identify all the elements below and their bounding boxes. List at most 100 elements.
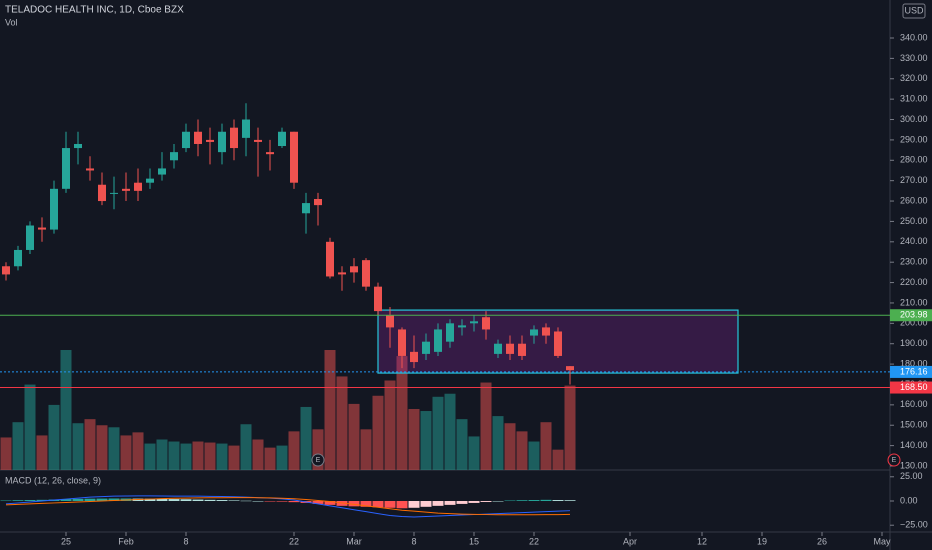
macd-histogram-bar	[108, 498, 120, 501]
macd-histogram-bar	[96, 498, 108, 501]
candle-body	[530, 329, 538, 336]
volume-bar	[12, 422, 24, 470]
macd-histogram-bar	[384, 501, 396, 508]
symbol-title: TELADOC HEALTH INC, 1D, Cboe BZX	[5, 5, 184, 16]
candle-body	[26, 225, 34, 250]
macd-histogram-bar	[552, 500, 564, 501]
y-tick-label: 330.00	[900, 53, 928, 63]
earnings-marker	[311, 453, 325, 467]
macd-histogram-bar	[408, 501, 420, 508]
volume-bar	[468, 436, 480, 470]
y-tick-label: 270.00	[900, 175, 928, 185]
volume-bar	[168, 441, 180, 470]
macd-histogram-bar	[240, 500, 252, 502]
volume-bar	[420, 411, 432, 470]
volume-bar	[348, 403, 360, 470]
volume-bar	[564, 385, 576, 470]
x-tick-label: 15	[469, 536, 479, 546]
macd-histogram-bar	[396, 501, 408, 509]
volume-bar	[504, 423, 516, 470]
y-tick-label: 320.00	[900, 73, 928, 83]
volume-bar	[456, 419, 468, 470]
macd-histogram-bar	[24, 500, 36, 501]
macd-y-tick-label: 0.00	[900, 495, 918, 505]
candle-body	[38, 227, 46, 230]
macd-histogram-bar	[360, 501, 372, 507]
candle-body	[482, 317, 490, 330]
y-tick-label: 180.00	[900, 358, 928, 368]
candle-body	[518, 343, 526, 356]
candle-body	[254, 139, 262, 142]
macd-histogram-bar	[264, 501, 276, 502]
macd-histogram-bar	[528, 500, 540, 501]
x-tick-label: 22	[289, 536, 299, 546]
candle-body	[362, 260, 370, 287]
volume-bar	[372, 395, 384, 470]
volume-bar	[276, 445, 288, 470]
volume-bar	[132, 432, 144, 470]
volume-bar	[264, 447, 276, 470]
y-tick-label: 140.00	[900, 440, 928, 450]
candle-body	[398, 329, 406, 356]
candle-body	[302, 203, 310, 214]
x-tick-label: 8	[183, 536, 188, 546]
candle-body	[494, 343, 502, 354]
x-tick-label: 8	[411, 536, 416, 546]
candle-body	[422, 341, 430, 354]
macd-histogram-bar	[288, 501, 300, 503]
candle-body	[266, 152, 274, 155]
macd-histogram-bar	[312, 501, 324, 504]
volume-bar	[492, 416, 504, 470]
y-tick-label: 240.00	[900, 236, 928, 246]
x-tick-label: May	[873, 536, 891, 546]
candle-body	[122, 188, 130, 191]
candle-body	[206, 139, 214, 142]
currency-box[interactable]	[902, 3, 926, 19]
macd-histogram-bar	[564, 500, 576, 501]
volume-bar	[144, 443, 156, 470]
volume-bar	[444, 393, 456, 470]
volume-bar	[216, 443, 228, 470]
macd-histogram-bar	[84, 498, 96, 501]
volume-bar	[204, 442, 216, 470]
candle-body	[74, 143, 82, 149]
volume-bar	[312, 429, 324, 470]
volume-bar	[300, 406, 312, 470]
macd-histogram-bar	[492, 501, 504, 502]
macd-signal	[5, 497, 571, 516]
volume-bar	[288, 431, 300, 470]
earnings-marker	[887, 453, 901, 467]
volume-bar	[516, 431, 528, 470]
candle-body	[170, 152, 178, 161]
price-tag-label: 176.16	[900, 366, 928, 376]
y-tick-label: 220.00	[900, 277, 928, 287]
macd-histogram-bar	[156, 498, 168, 501]
y-tick-label: 280.00	[900, 155, 928, 165]
candle-body	[470, 321, 478, 324]
candle-body	[182, 131, 190, 149]
volume-bar	[396, 356, 408, 470]
volume-bar	[540, 422, 552, 470]
y-tick-label: 200.00	[900, 318, 928, 328]
macd-histogram-bar	[372, 501, 384, 508]
earnings-label: E	[892, 457, 897, 464]
volume-bar	[156, 439, 168, 470]
macd-histogram-bar	[324, 501, 336, 505]
volume-bar	[336, 376, 348, 470]
volume-bar	[480, 382, 492, 470]
macd-histogram-bar	[276, 501, 288, 502]
y-tick-label: 250.00	[900, 216, 928, 226]
macd-histogram-bar	[204, 499, 216, 501]
volume-bar	[228, 445, 240, 470]
candle-body	[218, 131, 226, 153]
candle-body	[62, 148, 70, 189]
candle-body	[542, 327, 550, 336]
macd-histogram-bar	[144, 498, 156, 501]
price-tag-label: 203.98	[900, 310, 928, 320]
volume-bar	[0, 437, 12, 470]
candle-body	[338, 272, 346, 275]
candle-body	[326, 241, 334, 277]
macd-histogram-bar	[432, 501, 444, 506]
macd-y-tick-label: 25.00	[900, 471, 923, 481]
candle-body	[506, 343, 514, 354]
